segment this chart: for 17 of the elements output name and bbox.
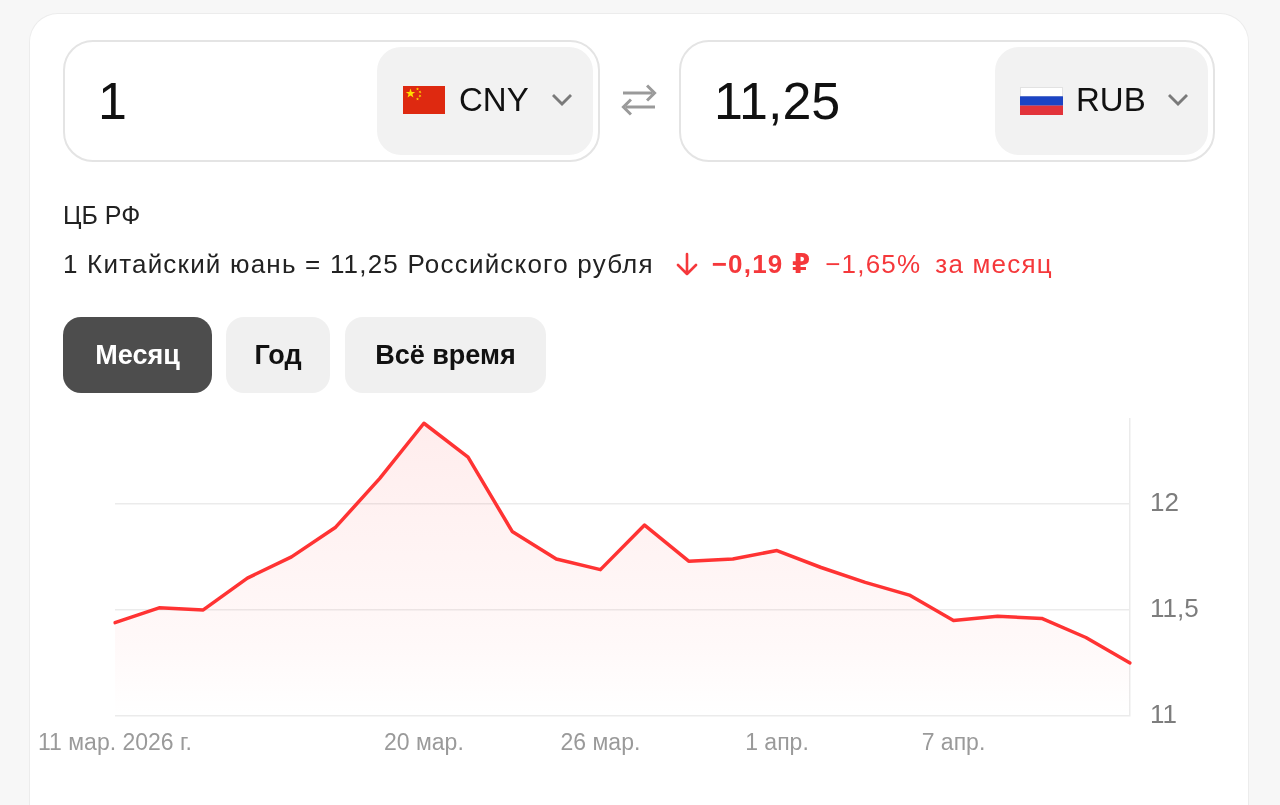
x-tick-label: 26 мар. (560, 729, 641, 756)
x-tick-label: 11 мар. 2026 г. (38, 729, 192, 756)
text: за месяц (935, 248, 1053, 280)
x-tick-label: 20 мар. (384, 729, 464, 756)
text: −1,65% (825, 248, 922, 280)
x-tick-label: 1 апр. (745, 729, 809, 756)
text: −0,19 ₽ (711, 248, 812, 280)
y-tick-label: 12 (1150, 487, 1179, 518)
y-tick-label: 11 (1150, 699, 1177, 730)
x-tick-label: 7 апр. (921, 729, 986, 756)
text: ЦБ РФ (63, 200, 141, 231)
text: RUB (1076, 81, 1146, 119)
chart-title: 1 Китайский юань = 11,25 Российского рубля (63, 248, 654, 280)
text: 11,25 (714, 72, 841, 130)
text: 1 (98, 72, 127, 130)
y-tick-label: 11,5 (1150, 593, 1199, 624)
text: CNY (459, 81, 529, 119)
